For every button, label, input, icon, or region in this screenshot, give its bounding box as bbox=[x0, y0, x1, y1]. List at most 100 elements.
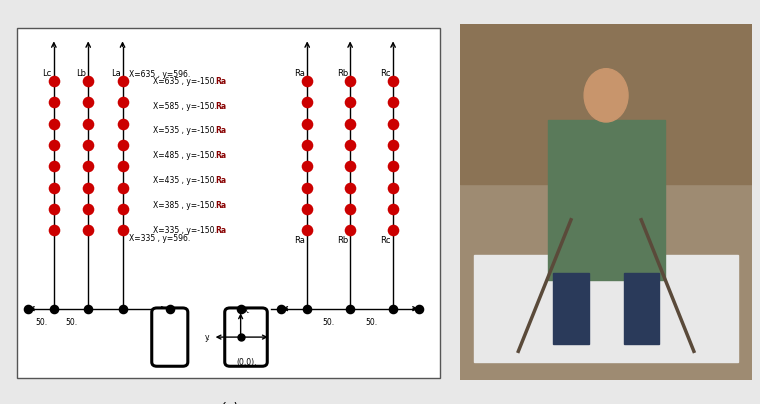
Text: X=335 , y=-150.: X=335 , y=-150. bbox=[153, 226, 219, 235]
Point bbox=[48, 185, 60, 191]
Point bbox=[275, 305, 287, 312]
Text: Ra: Ra bbox=[294, 69, 305, 78]
Point bbox=[387, 163, 399, 170]
Point bbox=[344, 206, 356, 213]
Point bbox=[344, 78, 356, 84]
Text: Rc: Rc bbox=[381, 69, 391, 78]
Point bbox=[301, 99, 313, 106]
Point bbox=[82, 142, 94, 148]
Ellipse shape bbox=[584, 69, 628, 122]
Point bbox=[48, 227, 60, 234]
Point bbox=[116, 206, 128, 213]
Point bbox=[301, 78, 313, 84]
Text: X=385 , y=-150.: X=385 , y=-150. bbox=[153, 201, 219, 210]
Point bbox=[163, 305, 176, 312]
Point bbox=[301, 206, 313, 213]
Text: X=485 , y=-150.: X=485 , y=-150. bbox=[153, 151, 219, 160]
Text: Lc: Lc bbox=[43, 69, 52, 78]
Bar bbox=[553, 273, 588, 344]
Point bbox=[116, 120, 128, 127]
Point bbox=[82, 99, 94, 106]
Point bbox=[235, 305, 247, 312]
Point bbox=[387, 185, 399, 191]
Point bbox=[387, 142, 399, 148]
Point bbox=[387, 78, 399, 84]
Text: X=535 , y=-150.: X=535 , y=-150. bbox=[153, 126, 219, 135]
Text: X=335 , y=596.: X=335 , y=596. bbox=[129, 234, 190, 243]
Point bbox=[48, 78, 60, 84]
Point bbox=[301, 120, 313, 127]
Text: X=635 , y=-150.: X=635 , y=-150. bbox=[153, 77, 219, 86]
Text: X=635 , y=596.: X=635 , y=596. bbox=[129, 70, 190, 79]
Text: Ra: Ra bbox=[215, 226, 226, 235]
Point bbox=[82, 120, 94, 127]
Point bbox=[344, 185, 356, 191]
Point bbox=[235, 334, 247, 340]
Point bbox=[344, 120, 356, 127]
Point bbox=[48, 206, 60, 213]
Point bbox=[413, 305, 425, 312]
Point bbox=[116, 142, 128, 148]
Text: 50.: 50. bbox=[366, 318, 378, 326]
Point bbox=[48, 163, 60, 170]
Point bbox=[387, 99, 399, 106]
Bar bbox=[474, 255, 738, 362]
Point bbox=[116, 185, 128, 191]
Text: (0,0).: (0,0). bbox=[236, 358, 257, 367]
Text: La: La bbox=[111, 69, 120, 78]
Point bbox=[344, 142, 356, 148]
Point bbox=[116, 305, 128, 312]
Text: y.: y. bbox=[205, 332, 211, 342]
Text: Rb: Rb bbox=[337, 236, 348, 245]
Text: Rb: Rb bbox=[337, 69, 348, 78]
Point bbox=[48, 142, 60, 148]
Text: Ra: Ra bbox=[215, 176, 226, 185]
Text: Ra: Ra bbox=[294, 236, 305, 245]
Point bbox=[82, 305, 94, 312]
Point bbox=[344, 99, 356, 106]
Point bbox=[48, 305, 60, 312]
Text: (a): (a) bbox=[220, 401, 239, 404]
Text: x.: x. bbox=[244, 306, 251, 315]
Point bbox=[301, 185, 313, 191]
Point bbox=[344, 305, 356, 312]
Point bbox=[344, 227, 356, 234]
Text: Ra: Ra bbox=[215, 77, 226, 86]
Bar bbox=[624, 273, 659, 344]
Text: Ra: Ra bbox=[215, 151, 226, 160]
Point bbox=[22, 305, 34, 312]
Point bbox=[301, 305, 313, 312]
FancyBboxPatch shape bbox=[152, 308, 188, 366]
Point bbox=[116, 163, 128, 170]
Point bbox=[387, 305, 399, 312]
Text: Rc: Rc bbox=[381, 236, 391, 245]
Point bbox=[116, 99, 128, 106]
Point bbox=[301, 227, 313, 234]
Point bbox=[301, 142, 313, 148]
Text: Ra: Ra bbox=[215, 126, 226, 135]
Point bbox=[301, 163, 313, 170]
Text: X=435 , y=-150.: X=435 , y=-150. bbox=[153, 176, 219, 185]
Text: Ra: Ra bbox=[215, 101, 226, 111]
Text: X=585 , y=-150.: X=585 , y=-150. bbox=[153, 101, 219, 111]
Bar bbox=[547, 120, 664, 280]
Point bbox=[82, 185, 94, 191]
Point bbox=[82, 227, 94, 234]
Text: Ra: Ra bbox=[215, 201, 226, 210]
Point bbox=[82, 163, 94, 170]
FancyBboxPatch shape bbox=[225, 308, 268, 366]
Text: 50.: 50. bbox=[35, 318, 47, 326]
Point bbox=[387, 227, 399, 234]
Point bbox=[387, 120, 399, 127]
Point bbox=[116, 227, 128, 234]
Text: 50.: 50. bbox=[322, 318, 334, 326]
Point bbox=[344, 163, 356, 170]
Text: 50.: 50. bbox=[65, 318, 77, 326]
Point bbox=[82, 206, 94, 213]
Bar bbox=[460, 24, 752, 184]
Point bbox=[48, 99, 60, 106]
Point bbox=[116, 78, 128, 84]
Point bbox=[387, 206, 399, 213]
Text: Lb: Lb bbox=[76, 69, 86, 78]
Point bbox=[48, 120, 60, 127]
